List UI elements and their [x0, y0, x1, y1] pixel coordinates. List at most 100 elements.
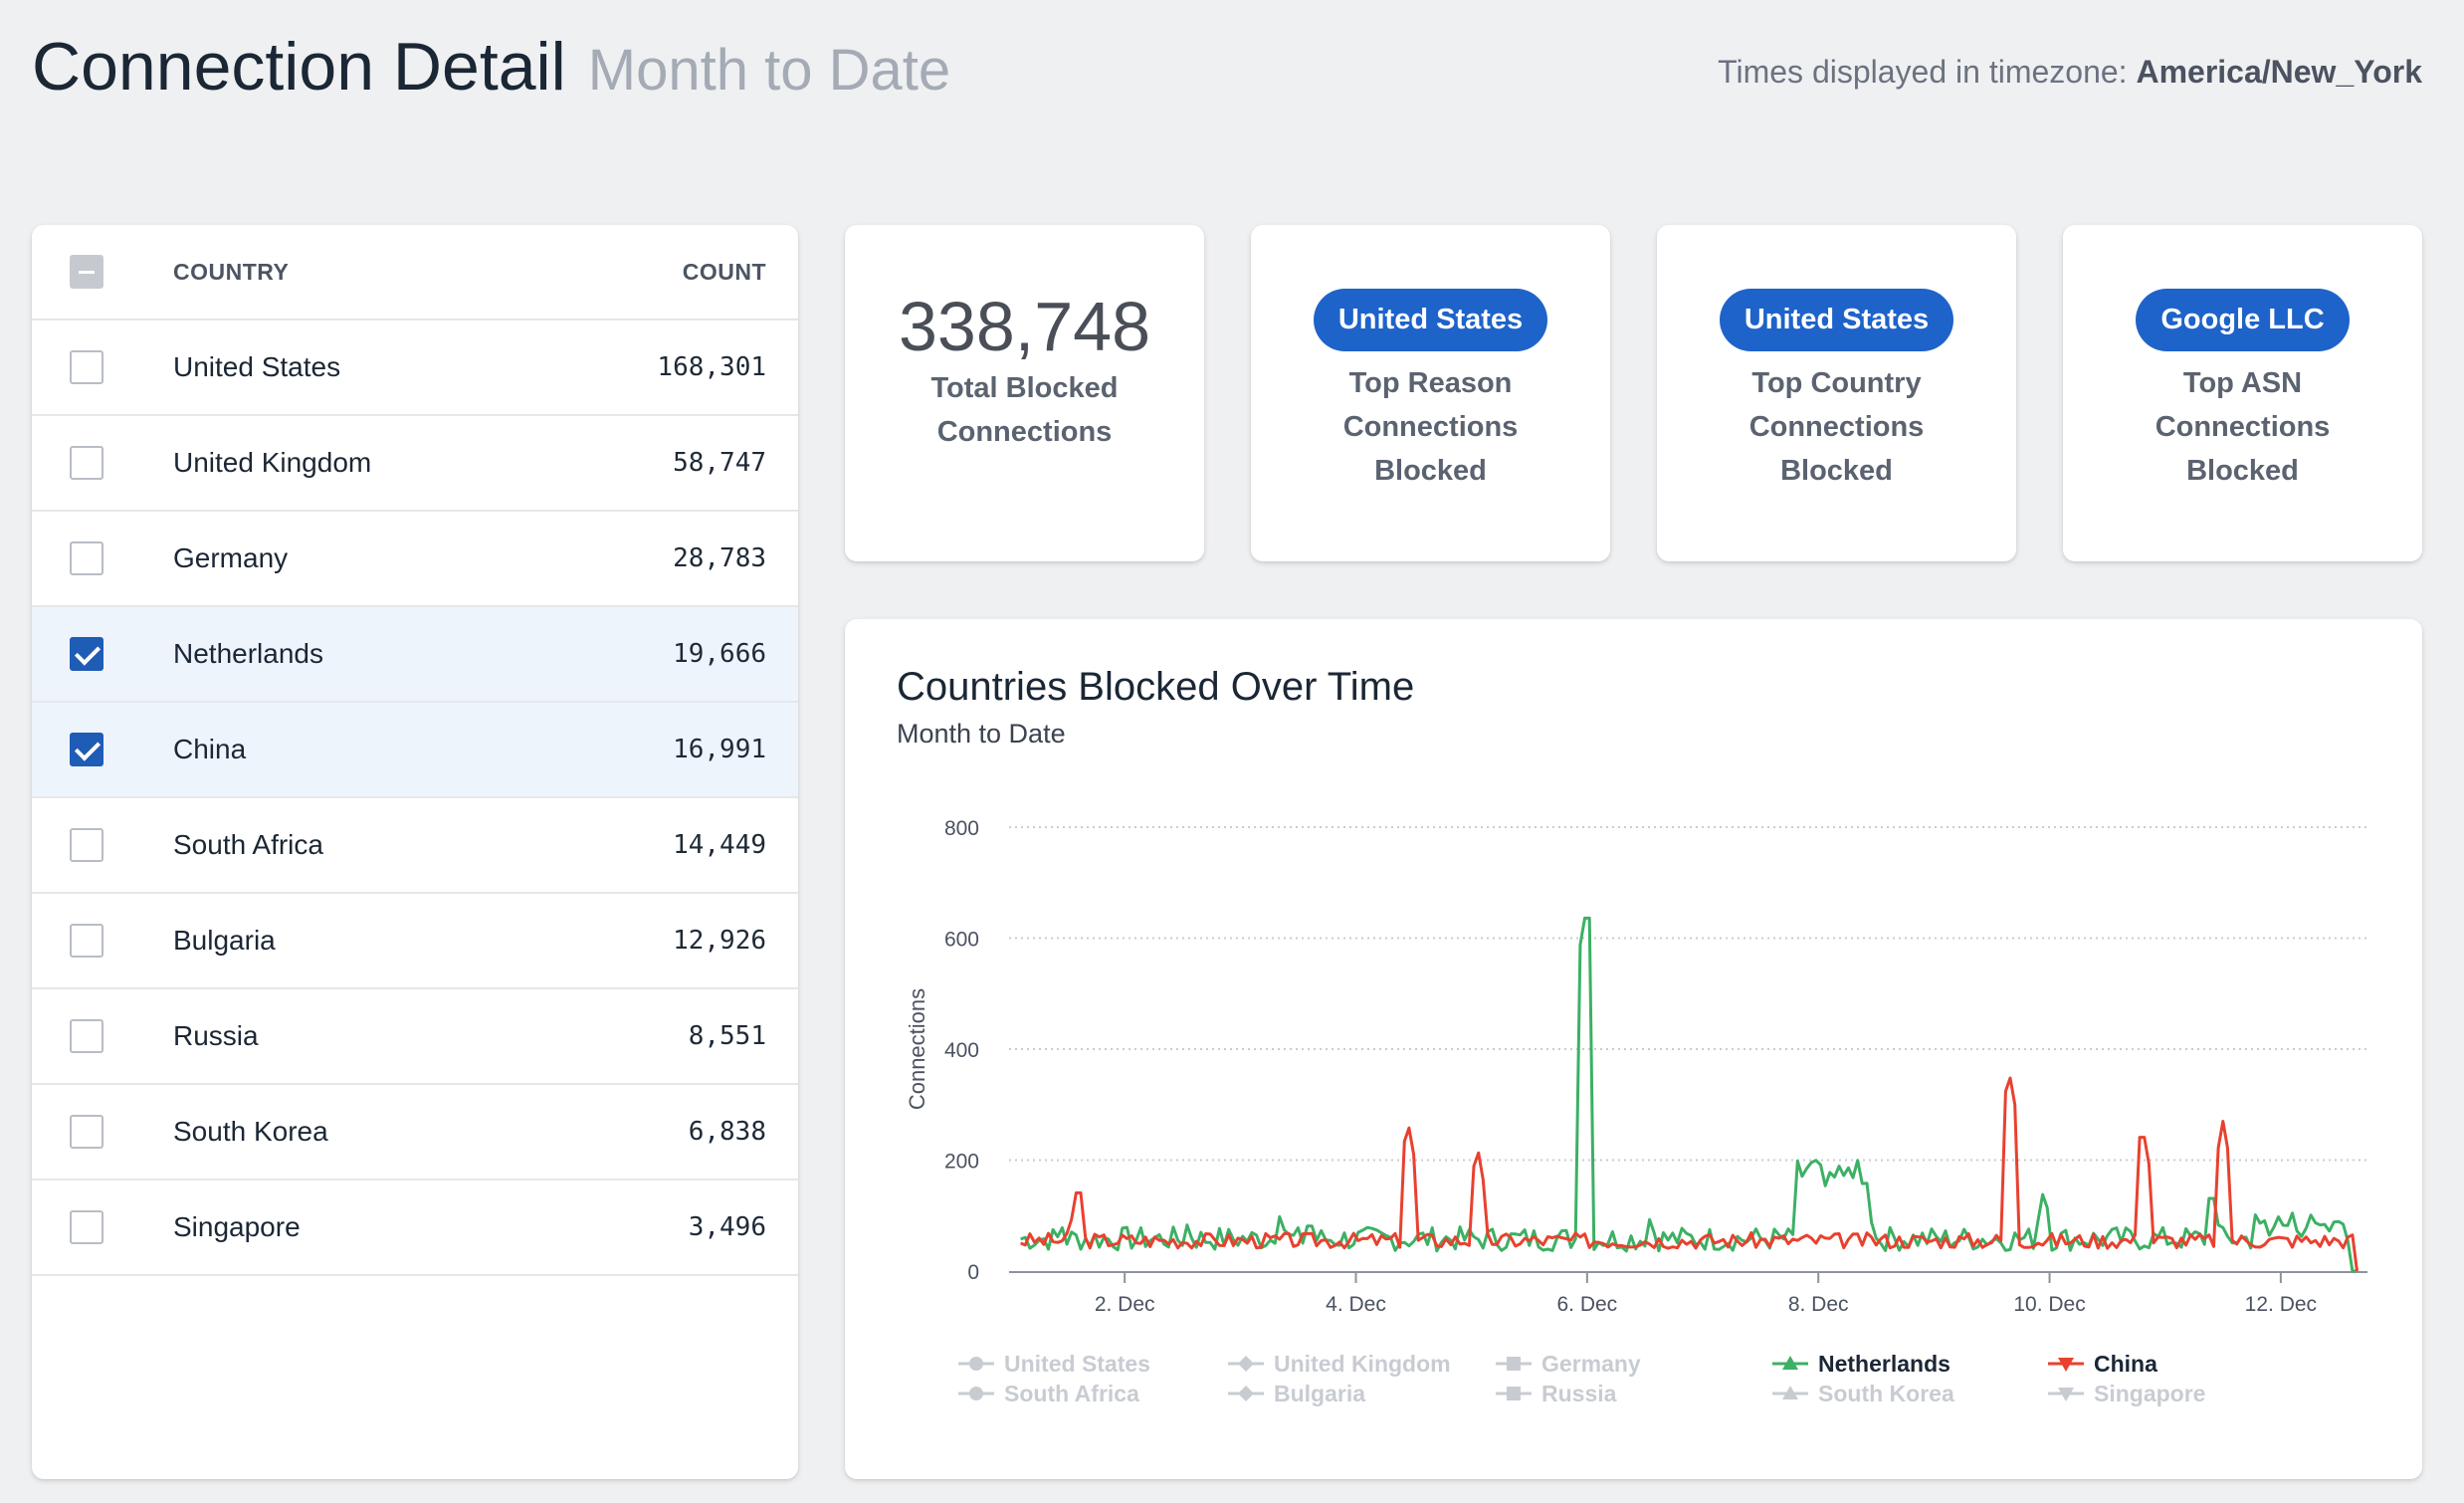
country-count: 8,551 — [688, 1021, 766, 1051]
country-count: 6,838 — [688, 1117, 766, 1147]
table-row[interactable]: Russia 8,551 — [32, 989, 798, 1085]
top-reason-label-2: Connections — [1342, 411, 1519, 443]
top-asn-label-1: Top ASN — [2182, 367, 2303, 399]
country-count: 12,926 — [673, 926, 766, 956]
top-country-label-3: Blocked — [1780, 455, 1893, 487]
legend-marker-south-africa — [969, 1387, 983, 1400]
country-name: Germany — [173, 542, 289, 573]
y-tick-label: 200 — [944, 1151, 979, 1174]
row-checkbox[interactable] — [70, 1019, 103, 1053]
table-row[interactable]: United Kingdom 58,747 — [32, 416, 798, 512]
country-name: South Korea — [173, 1116, 328, 1147]
x-tick-label: 10. Dec — [2013, 1293, 2085, 1316]
top-country-label-2: Connections — [1748, 411, 1925, 443]
legend-marker-russia — [1507, 1387, 1521, 1400]
timezone-label: Times displayed in timezone: — [1718, 54, 2137, 90]
country-column-header[interactable]: COUNTRY — [173, 258, 290, 285]
row-checkbox[interactable] — [70, 733, 103, 766]
country-name: United Kingdom — [173, 447, 372, 478]
legend-marker-united-states — [969, 1357, 983, 1371]
page-subtitle: Month to Date — [587, 38, 951, 103]
legend-item-bulgaria[interactable]: Bulgaria — [1274, 1381, 1365, 1406]
country-name: Singapore — [173, 1211, 301, 1242]
legend-item-russia[interactable]: Russia — [1541, 1381, 1617, 1406]
row-checkbox[interactable] — [70, 1210, 103, 1244]
legend-item-germany[interactable]: Germany — [1541, 1351, 1641, 1377]
top-asn-label-2: Connections — [2155, 411, 2331, 443]
row-checkbox[interactable] — [70, 637, 103, 671]
table-row[interactable]: Netherlands 19,666 — [32, 607, 798, 703]
total-blocked-label-2: Connections — [936, 416, 1113, 448]
page-title: Connection Detail — [32, 29, 566, 105]
country-name: United States — [173, 351, 341, 382]
countries-line-chart: 0 200 400 600 800 2. Dec 4. Dec 6. Dec 8. Dec 10.… — [905, 817, 2367, 1406]
top-asn-badge[interactable]: Google LLC — [2136, 289, 2350, 351]
top-asn-card: Google LLC Top ASN Connections Blocked — [2063, 225, 2422, 561]
legend-item-singapore[interactable]: Singapore — [2094, 1381, 2205, 1406]
legend-marker-china — [2058, 1358, 2074, 1372]
legend-item-united-states[interactable]: United States — [1004, 1351, 1150, 1377]
table-row[interactable]: United States 168,301 — [32, 321, 798, 416]
country-count: 19,666 — [673, 639, 766, 669]
legend-item-united-kingdom[interactable]: United Kingdom — [1274, 1351, 1451, 1377]
top-country-card: United States Top Country Connections Bl… — [1657, 225, 2016, 561]
legend-item-south-korea[interactable]: South Korea — [1818, 1381, 1954, 1406]
table-row[interactable]: China 16,991 — [32, 703, 798, 798]
country-name: Netherlands — [173, 638, 323, 669]
row-checkbox[interactable] — [70, 924, 103, 958]
country-name: Russia — [173, 1020, 259, 1051]
chart-subtitle: Month to Date — [897, 719, 1066, 749]
y-axis-label: Connections — [905, 988, 929, 1110]
row-checkbox[interactable] — [70, 828, 103, 862]
top-reason-card: United States Top Reason Connections Blo… — [1251, 225, 1610, 561]
count-column-header[interactable]: COUNT — [682, 258, 766, 285]
timezone-value: America/New_York — [2136, 54, 2422, 90]
legend-marker-singapore — [2058, 1388, 2074, 1401]
legend-item-south-africa[interactable]: South Africa — [1004, 1381, 1139, 1406]
country-count: 3,496 — [688, 1212, 766, 1242]
select-all-checkbox[interactable] — [70, 255, 103, 289]
series-line-china — [1020, 1076, 2359, 1272]
table-row[interactable]: Germany 28,783 — [32, 512, 798, 607]
country-count: 28,783 — [673, 543, 766, 573]
y-tick-label: 0 — [967, 1261, 979, 1284]
countries-chart-card: Countries Blocked Over Time Month to Dat… — [845, 619, 2422, 1479]
legend-marker-netherlands — [1782, 1356, 1798, 1370]
timezone-info: Times displayed in timezone: America/New… — [1718, 54, 2422, 91]
country-count: 168,301 — [657, 352, 766, 382]
top-reason-label-1: Top Reason — [1348, 367, 1513, 399]
top-reason-badge[interactable]: United States — [1313, 289, 1548, 351]
legend-marker-south-korea — [1782, 1386, 1798, 1399]
total-blocked-label-1: Total Blocked — [930, 372, 1119, 404]
table-header: COUNTRY COUNT — [32, 225, 798, 321]
legend-marker-united-kingdom — [1238, 1356, 1254, 1372]
x-tick-label: 8. Dec — [1788, 1293, 1849, 1316]
page-header: Connection Detail Month to Date — [32, 28, 950, 106]
table-row[interactable]: Bulgaria 12,926 — [32, 894, 798, 989]
legend-item-china[interactable]: China — [2094, 1351, 2157, 1377]
table-row[interactable]: South Africa 14,449 — [32, 798, 798, 894]
x-tick-label: 4. Dec — [1326, 1293, 1386, 1316]
table-row[interactable]: South Korea 6,838 — [32, 1085, 798, 1181]
top-reason-label-3: Blocked — [1374, 455, 1487, 487]
y-tick-label: 600 — [944, 929, 979, 952]
legend-marker-bulgaria — [1238, 1386, 1254, 1401]
top-country-label-1: Top Country — [1751, 367, 1922, 399]
row-checkbox[interactable] — [70, 541, 103, 575]
table-row[interactable]: Singapore 3,496 — [32, 1181, 798, 1276]
legend-marker-germany — [1507, 1357, 1521, 1371]
country-count: 16,991 — [673, 735, 766, 764]
row-checkbox[interactable] — [70, 1115, 103, 1149]
row-checkbox[interactable] — [70, 446, 103, 480]
country-count: 58,747 — [673, 448, 766, 478]
total-blocked-card: 338,748 Total Blocked Connections — [845, 225, 1204, 561]
chart-title: Countries Blocked Over Time — [897, 665, 1415, 709]
y-tick-label: 800 — [944, 817, 979, 840]
top-country-badge[interactable]: United States — [1719, 289, 1954, 351]
row-checkbox[interactable] — [70, 350, 103, 384]
top-asn-label-3: Blocked — [2186, 455, 2299, 487]
country-count: 14,449 — [673, 830, 766, 860]
country-table: COUNTRY COUNT United States 168,301 United… — [32, 225, 798, 1479]
legend-item-netherlands[interactable]: Netherlands — [1818, 1351, 1951, 1377]
table-body: United States 168,301 United Kingdom 58,747… — [32, 321, 798, 1276]
